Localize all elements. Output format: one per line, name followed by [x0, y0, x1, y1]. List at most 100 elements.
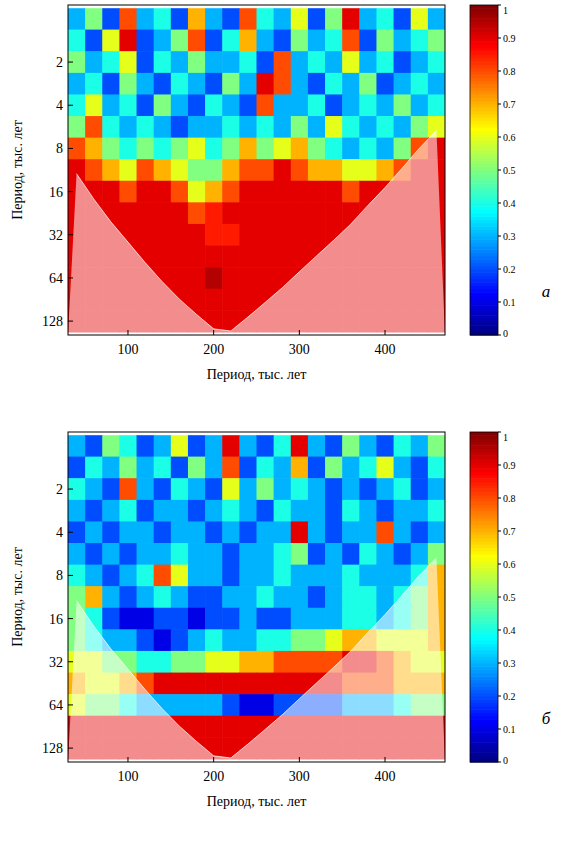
heat-cell — [325, 116, 343, 138]
heat-cell — [171, 521, 189, 543]
heat-cell — [257, 457, 275, 479]
heat-cell — [102, 543, 120, 565]
heat-cell — [154, 94, 172, 116]
colorbar-swatch — [470, 432, 498, 436]
heat-cell — [188, 267, 206, 289]
colorbar-tick-label: 0 — [503, 755, 508, 766]
y-tick — [68, 191, 73, 192]
heat-cell — [119, 478, 137, 500]
heat-cell — [257, 94, 275, 116]
heat-cell — [274, 521, 292, 543]
colorbar-tick-label: 0.4 — [503, 198, 516, 209]
heat-cell — [308, 457, 326, 479]
heat-cell — [222, 51, 240, 73]
heat-cell — [119, 500, 137, 522]
y-tick-label: 8 — [56, 141, 63, 156]
heat-cell — [137, 478, 155, 500]
heat-cell — [239, 94, 257, 116]
heat-cell — [359, 51, 377, 73]
colorbar-tick — [498, 104, 501, 105]
colorbar-tick — [498, 564, 501, 565]
coi-shade — [68, 130, 445, 335]
heat-cell — [137, 629, 155, 651]
heat-cell — [394, 8, 412, 30]
heat-cell — [308, 608, 326, 630]
heat-cell — [154, 435, 172, 457]
heat-cell — [68, 435, 86, 457]
heat-cell — [376, 159, 394, 181]
heat-cell — [205, 246, 223, 268]
heat-cell — [188, 246, 206, 268]
y-axis-title: Период, тыс. лет — [10, 120, 25, 220]
heat-cell — [205, 138, 223, 160]
heat-cell — [85, 457, 103, 479]
colorbar-tick-label: 0.5 — [503, 165, 516, 176]
heat-cell — [222, 116, 240, 138]
heat-cell — [239, 224, 257, 246]
heat-cell — [171, 8, 189, 30]
heat-cell — [257, 181, 275, 203]
colorbar-tick — [498, 71, 501, 72]
y-tick — [68, 748, 73, 749]
heat-cell — [137, 73, 155, 95]
heat-cell — [239, 181, 257, 203]
heat-cell — [291, 586, 309, 608]
heat-cell — [274, 673, 292, 695]
heat-cell — [205, 543, 223, 565]
heat-cell — [274, 478, 292, 500]
heat-cell — [188, 694, 206, 716]
heat-cell — [188, 521, 206, 543]
colorbar-tick — [498, 432, 501, 433]
heat-cell — [239, 30, 257, 52]
heat-cell — [85, 51, 103, 73]
heat-cell — [188, 289, 206, 311]
heat-cell — [222, 673, 240, 695]
heat-cell — [376, 543, 394, 565]
heat-cell — [102, 73, 120, 95]
heat-cell — [257, 224, 275, 246]
heat-cell — [154, 202, 172, 224]
heat-cell — [68, 457, 86, 479]
heat-cell — [359, 138, 377, 160]
heat-cell — [171, 51, 189, 73]
x-tick — [127, 757, 128, 762]
heat-cell — [274, 224, 292, 246]
heat-cell — [325, 181, 343, 203]
heat-cell — [274, 73, 292, 95]
colorbar-tick-label: 0.4 — [503, 625, 516, 636]
heat-cell — [222, 435, 240, 457]
heat-cell — [137, 51, 155, 73]
heat-cell — [411, 30, 429, 52]
y-tick — [68, 489, 73, 490]
heat-cell — [137, 565, 155, 587]
heat-cell — [222, 500, 240, 522]
x-tick — [385, 757, 386, 762]
heat-cell — [222, 224, 240, 246]
heat-cell — [239, 586, 257, 608]
heat-cell — [205, 202, 223, 224]
heat-cell — [342, 138, 360, 160]
heat-cell — [222, 586, 240, 608]
x-tick — [213, 757, 214, 762]
heat-cell — [411, 51, 429, 73]
heat-cell — [154, 224, 172, 246]
heat-cell — [325, 435, 343, 457]
heat-cell — [102, 521, 120, 543]
heat-cell — [394, 500, 412, 522]
x-tick — [385, 330, 386, 335]
heat-cell — [222, 8, 240, 30]
heat-cell — [68, 116, 86, 138]
heat-cell — [171, 246, 189, 268]
heat-cell — [376, 8, 394, 30]
heat-cell — [325, 94, 343, 116]
heat-cell — [239, 435, 257, 457]
plot-area — [68, 5, 445, 335]
heat-cell — [342, 543, 360, 565]
heat-cell — [291, 457, 309, 479]
heat-cell — [394, 94, 412, 116]
heat-cell — [411, 543, 429, 565]
heat-cell — [428, 435, 445, 457]
heat-cell — [205, 267, 223, 289]
heat-cell — [119, 159, 137, 181]
heat-cell — [85, 116, 103, 138]
